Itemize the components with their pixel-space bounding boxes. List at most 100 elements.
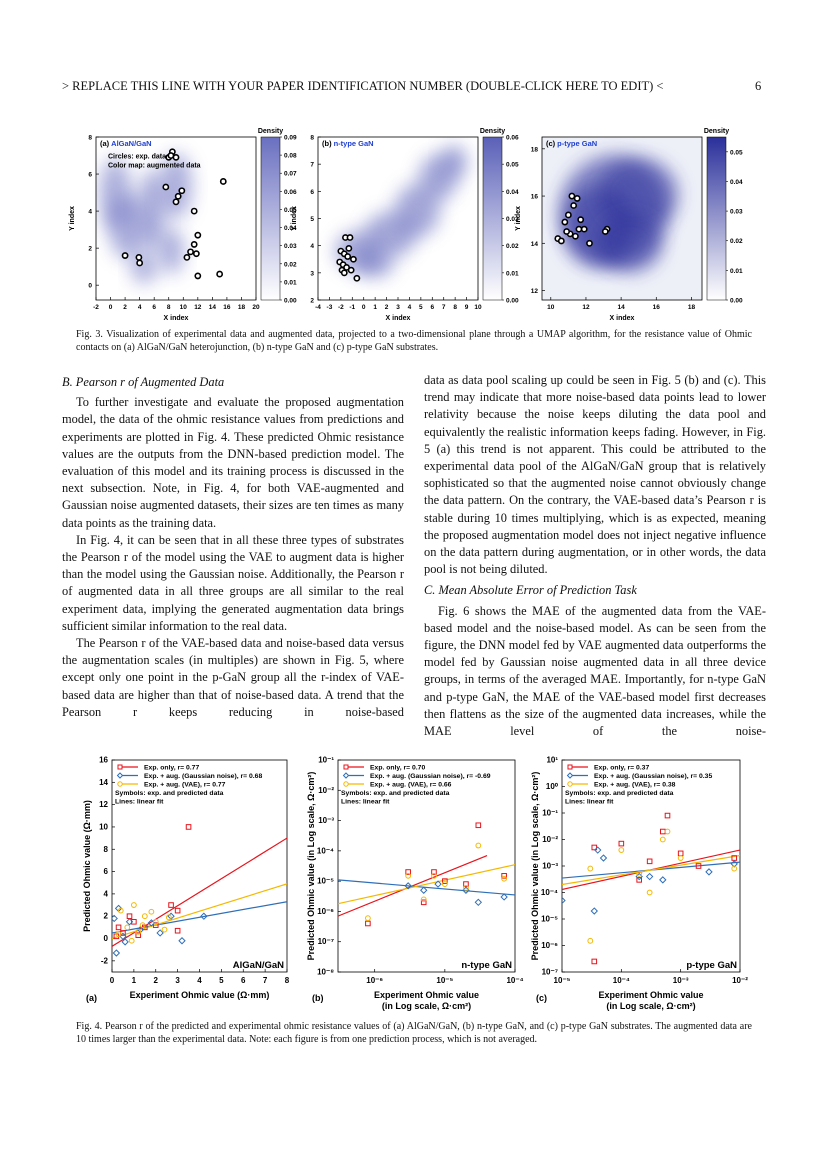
point — [115, 931, 122, 937]
y-tick-label: 2 — [88, 246, 92, 253]
y-tick-label: -2 — [101, 956, 109, 965]
legend-label: Exp. + aug. (VAE), r= 0.38 — [594, 782, 676, 789]
point — [340, 269, 348, 277]
point — [405, 872, 412, 879]
y-tick-label: 8 — [104, 845, 109, 854]
y-tick-label: 8 — [88, 135, 92, 142]
point — [162, 183, 170, 191]
density-blob — [158, 228, 184, 274]
panel-title: (c) p-type GaN — [546, 139, 597, 148]
colorbar-tick-label: 0.05 — [730, 149, 743, 156]
point — [420, 896, 427, 903]
y-tick-label: 6 — [88, 172, 92, 179]
colorbar — [706, 136, 727, 301]
y-tick-label: 0 — [104, 934, 109, 943]
point — [130, 902, 137, 908]
point — [659, 876, 667, 884]
y-tick-label: 10⁻¹ — [318, 756, 334, 765]
plot-frame — [541, 136, 703, 301]
legend-label: Exp. + aug. (Gaussian noise), r= -0.69 — [370, 773, 491, 780]
x-axis-label: (in Log scale, Ω·cm²) — [606, 1001, 695, 1011]
point — [431, 869, 437, 875]
point — [124, 924, 131, 931]
y-tick-label: 10¹ — [546, 756, 558, 765]
y-tick-label: 12 — [99, 800, 108, 809]
colorbar-tick-label: 0.01 — [284, 279, 297, 286]
point — [174, 907, 181, 914]
y-tick-label: 10⁰ — [546, 782, 559, 791]
point — [590, 907, 598, 915]
colorbar-tick-label: 0.06 — [284, 189, 297, 196]
x-tick-label: 8 — [285, 976, 290, 985]
point — [117, 907, 124, 914]
x-tick-label: 2 — [385, 304, 389, 311]
note: Symbols: exp. and predicted data — [565, 790, 674, 797]
note: Circles: exp. data — [108, 154, 166, 161]
fit-line — [338, 879, 515, 896]
legend-marker — [343, 781, 349, 787]
x-tick-label: 10 — [180, 304, 188, 311]
point — [174, 927, 181, 934]
point — [131, 918, 137, 925]
y-tick-label: 5 — [310, 216, 314, 223]
y-tick-label: 0 — [88, 283, 92, 290]
x-axis-label: Experiment Ohmic value — [374, 990, 479, 1000]
colorbar-title: Density — [258, 128, 283, 135]
y-tick-label: 10 — [99, 822, 108, 831]
y-tick-label: 10⁻¹ — [542, 809, 558, 818]
point — [580, 225, 588, 233]
point — [659, 836, 666, 843]
y-tick-label: 10⁻⁶ — [317, 907, 334, 916]
point — [573, 195, 581, 202]
point — [591, 958, 598, 965]
x-tick-label: 14 — [209, 304, 217, 311]
point — [463, 884, 469, 891]
point — [646, 889, 653, 896]
x-tick-label: 12 — [582, 304, 590, 311]
point — [557, 237, 565, 245]
point — [591, 844, 598, 851]
y-axis-label: Y index — [515, 206, 522, 231]
legend-label: Exp. + aug. (VAE), r= 0.66 — [370, 782, 452, 789]
paragraph: data as data pool scaling up could be se… — [424, 373, 766, 577]
right-column: data as data pool scaling up could be se… — [424, 372, 766, 740]
y-tick-label: 4 — [104, 889, 109, 898]
y-tick-label: 10⁻² — [542, 835, 558, 844]
point — [168, 902, 174, 908]
figure-caption: Fig. 4. Pearson r of the predicted and e… — [76, 1021, 752, 1045]
x-tick-label: 18 — [688, 304, 696, 311]
y-tick-label: 4 — [310, 243, 314, 250]
x-tick-label: 10 — [474, 304, 482, 311]
point — [190, 207, 198, 215]
x-tick-label: 6 — [152, 304, 156, 311]
point — [135, 928, 142, 935]
fit-line — [338, 864, 515, 905]
point — [121, 938, 129, 946]
y-tick-label: 10⁻⁶ — [541, 941, 558, 950]
y-tick-label: 4 — [88, 209, 92, 216]
colorbar — [482, 136, 503, 301]
x-tick-label: -3 — [327, 304, 333, 311]
y-tick-label: 6 — [104, 867, 109, 876]
section-heading: B. Pearson r of Augmented Data — [62, 375, 225, 389]
y-tick-label: 10⁻⁷ — [318, 937, 334, 946]
y-tick-label: 10⁻⁷ — [542, 968, 558, 977]
x-tick-label: 10⁻⁶ — [366, 976, 383, 985]
point — [664, 812, 671, 819]
x-tick-label: 4 — [138, 304, 142, 311]
colorbar-tick-label: 0.01 — [730, 268, 743, 275]
point — [183, 253, 191, 261]
panel-letter: (a) — [100, 139, 110, 148]
legend-label: Exp. only, r= 0.37 — [594, 765, 649, 772]
colorbar-tick-label: 0.09 — [284, 135, 297, 142]
y-tick-label: 2 — [310, 298, 314, 305]
plot-frame — [95, 136, 257, 301]
point — [645, 872, 654, 881]
point — [185, 824, 192, 830]
x-tick-label: 10⁻³ — [673, 976, 689, 985]
colorbar-tick-label: 0.07 — [284, 171, 297, 178]
colorbar-tick-label: 0.03 — [730, 209, 743, 216]
point — [115, 924, 122, 931]
point — [500, 893, 508, 901]
